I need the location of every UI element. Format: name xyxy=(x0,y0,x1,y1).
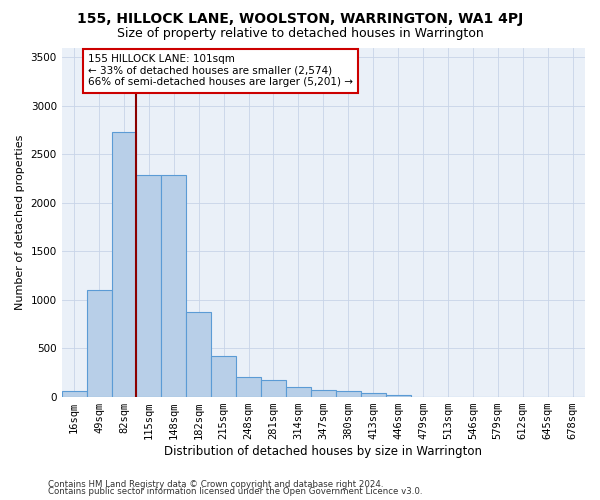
Text: 155, HILLOCK LANE, WOOLSTON, WARRINGTON, WA1 4PJ: 155, HILLOCK LANE, WOOLSTON, WARRINGTON,… xyxy=(77,12,523,26)
Text: Size of property relative to detached houses in Warrington: Size of property relative to detached ho… xyxy=(116,28,484,40)
Bar xyxy=(286,388,311,396)
Bar xyxy=(62,391,86,396)
Bar xyxy=(311,390,336,396)
Bar xyxy=(361,393,386,396)
Bar xyxy=(86,290,112,397)
Text: 155 HILLOCK LANE: 101sqm
← 33% of detached houses are smaller (2,574)
66% of sem: 155 HILLOCK LANE: 101sqm ← 33% of detach… xyxy=(88,54,353,88)
Text: Contains HM Land Registry data © Crown copyright and database right 2024.: Contains HM Land Registry data © Crown c… xyxy=(48,480,383,489)
Bar xyxy=(386,394,410,396)
Bar xyxy=(336,392,361,396)
Bar xyxy=(136,176,161,396)
Text: Contains public sector information licensed under the Open Government Licence v3: Contains public sector information licen… xyxy=(48,487,422,496)
Bar xyxy=(236,377,261,396)
X-axis label: Distribution of detached houses by size in Warrington: Distribution of detached houses by size … xyxy=(164,444,482,458)
Bar xyxy=(112,132,136,396)
Bar xyxy=(261,380,286,396)
Bar xyxy=(186,312,211,396)
Y-axis label: Number of detached properties: Number of detached properties xyxy=(15,134,25,310)
Bar xyxy=(211,356,236,397)
Bar xyxy=(161,176,186,396)
